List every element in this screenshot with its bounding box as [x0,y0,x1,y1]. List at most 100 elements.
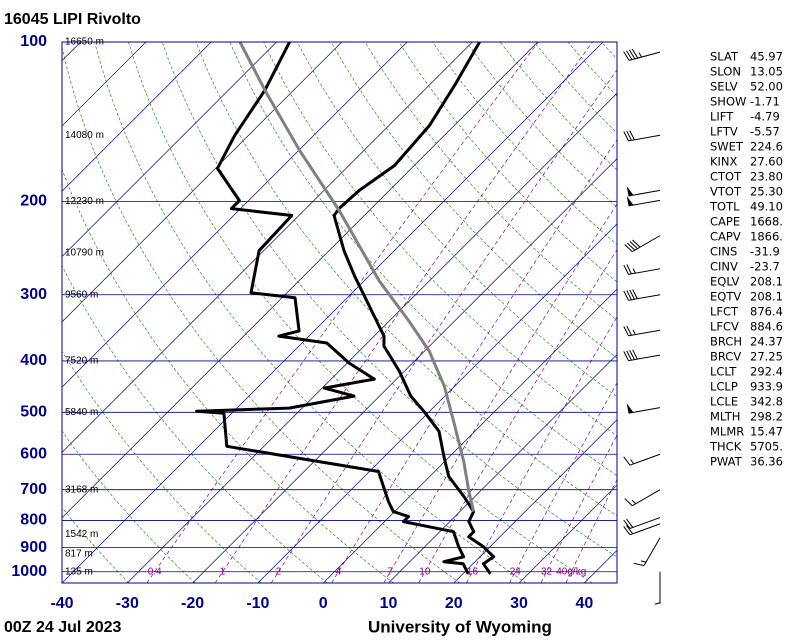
index-name: VTOT [710,185,742,199]
index-name: SHOW [710,95,746,109]
barb-flag [626,403,634,414]
barb-full [623,51,630,61]
mixing-ratio-label: 4 [336,566,342,577]
barb-full [626,518,634,528]
barb-full [626,264,632,275]
isotherm [62,42,538,519]
wind-barb [623,453,661,466]
index-name: PWAT [710,455,743,469]
dry-adiabat [195,42,617,517]
isotherm [257,223,617,583]
height-label: 817 m [65,548,93,559]
barb-full [623,264,629,275]
dry-adiabat [432,42,617,245]
wind-barb [623,349,661,362]
index-name: KINX [710,155,738,169]
profile-line [195,42,470,575]
index-value: 5705. [750,440,783,454]
height-label: 7520 m [65,356,98,367]
mixing-ratio-line [383,203,617,583]
height-label: 12230 m [65,196,104,207]
index-value: 884.6 [750,320,783,334]
mixing-ratio-label: 7 [387,566,393,577]
index-value: 27.60 [750,155,783,169]
barb-staff [628,51,661,61]
barb-full [629,289,635,300]
mixing-ratio-label: 2 [276,566,282,577]
barb-staff [629,517,661,529]
y-tick-label: 700 [20,481,47,498]
dry-adiabat [62,264,328,583]
mixing-ratio-line [418,249,617,583]
index-value: 208.1 [750,290,783,304]
isotherm [0,42,15,583]
index-name: MLTH [710,410,740,424]
index-name: SLON [710,65,741,79]
barb-full [632,289,638,299]
wind-barb [623,264,661,275]
dry-adiabat [94,42,527,583]
mixing-ratio-line [146,42,539,583]
wind-barb [623,289,661,301]
barb-full [626,130,632,141]
wind-barb [623,523,661,536]
y-tick-label: 800 [20,512,47,529]
index-name: LFCV [710,320,739,334]
mixing-ratio-line [466,316,617,583]
dry-adiabat [398,42,617,283]
y-tick-label: 200 [20,193,47,210]
barb-full [623,351,629,361]
mixing-ratio-line [214,42,593,583]
barb-full [633,562,645,567]
barb-full [631,48,639,59]
height-label: 1542 m [65,529,98,540]
height-label: 3168 m [65,484,98,495]
mixing-ratio-label: 1 [220,566,226,577]
index-name: SLAT [710,50,739,64]
isotherm [62,42,473,453]
x-tick-label: 20 [445,595,463,612]
dry-adiabat [128,42,593,583]
barb-staff [628,329,661,337]
barb-full [629,350,635,360]
barb-half [632,268,636,274]
barb-full [626,525,634,535]
barb-full [624,498,633,507]
height-label: 9560 m [65,289,98,300]
x-tick-label: 30 [510,595,528,612]
barb-full [623,456,631,466]
barb-half [654,602,661,605]
isotherm [62,42,277,258]
mixing-ratio-label: 40g/kg [556,566,586,577]
index-value: 208.1 [750,275,783,289]
wind-barb [623,517,661,529]
index-value: 27.25 [750,350,783,364]
barb-full [623,526,631,536]
wind-barb [623,48,661,61]
barb-half [632,329,636,335]
index-value: 24.37 [750,335,783,349]
index-name: EQTV [710,290,741,304]
barb-full [629,241,638,249]
isotherm [62,42,343,323]
dry-adiabat [62,507,129,583]
mixing-ratio-line [540,434,617,583]
mixing-ratio-line [331,139,617,583]
isotherm [518,484,617,583]
index-value: -5.57 [750,125,780,139]
barb-staff [632,235,661,253]
barb-half [638,52,643,58]
index-name: CAPV [710,230,741,244]
barb-full [632,239,641,248]
chart-title: 16045 LIPI Rivolto [4,11,141,28]
isotherm [453,419,617,583]
wind-barb [624,489,661,507]
wind-barb [633,537,661,567]
barb-full [629,130,635,141]
x-tick-label: 40 [575,595,593,612]
wind-barb [626,196,661,207]
x-tick-label: -20 [181,595,204,612]
source-label: University of Wyoming [368,617,552,636]
isotherm [322,288,617,583]
